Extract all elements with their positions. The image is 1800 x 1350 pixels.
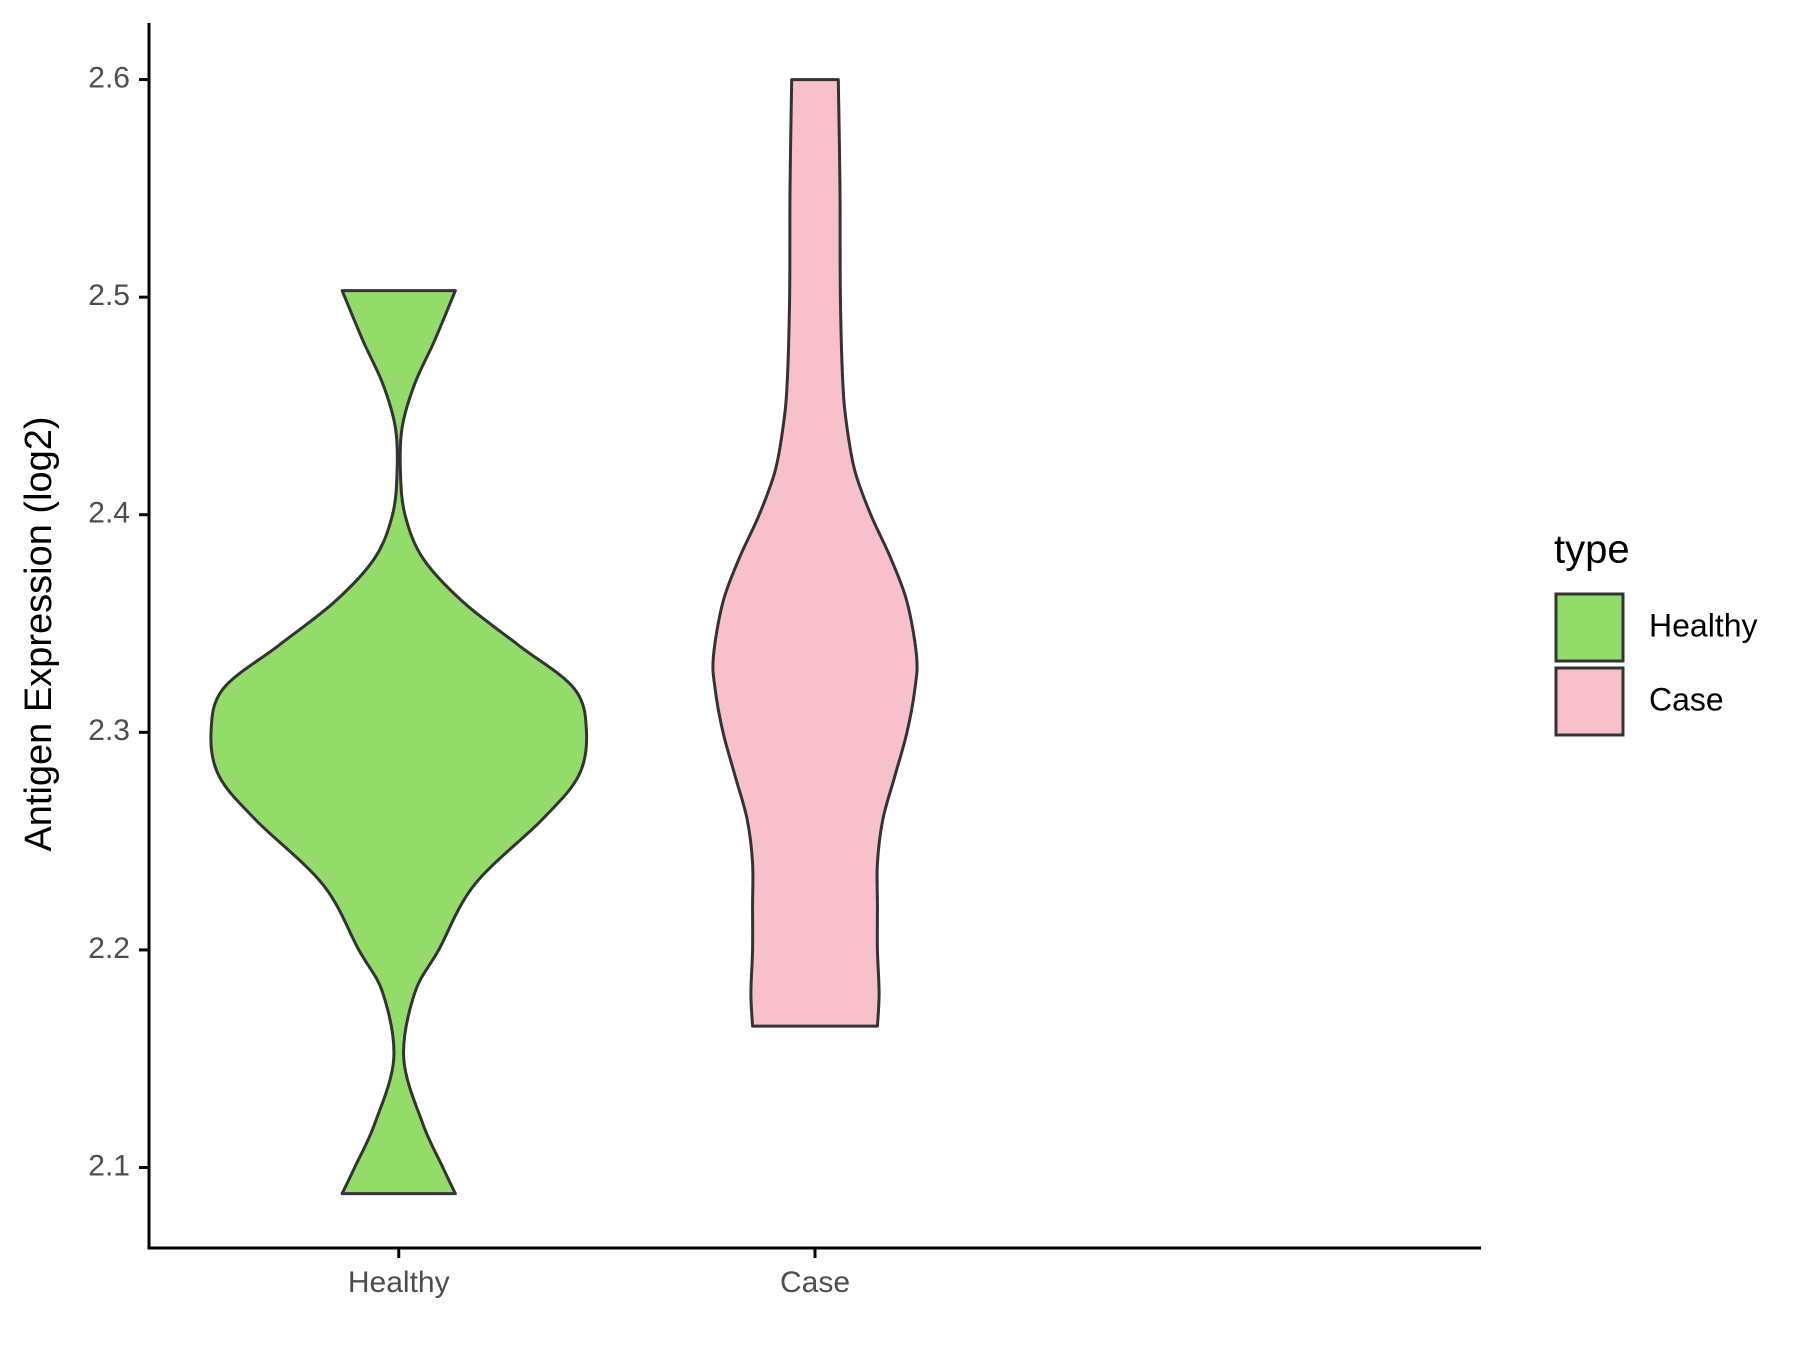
legend-key: [1554, 592, 1625, 663]
x-tick-label: Case: [780, 1266, 850, 1299]
y-tick-label: 2.4: [88, 497, 130, 530]
violin: [711, 78, 919, 1028]
y-axis-title: Antigen Expression (log2): [18, 416, 60, 851]
y-tick-label: 2.6: [88, 61, 130, 94]
y-tick-label: 2.5: [88, 279, 130, 312]
y-tick-label: 2.2: [88, 932, 130, 965]
legend-key: [1554, 666, 1625, 737]
violin: [209, 289, 589, 1196]
x-tick-label: Healthy: [348, 1266, 450, 1299]
legend-title: type: [1554, 528, 1630, 572]
legend-label: Healthy: [1649, 607, 1758, 643]
y-tick-label: 2.3: [88, 714, 130, 747]
y-tick-label: 2.1: [88, 1149, 130, 1182]
legend-label: Case: [1649, 681, 1724, 717]
